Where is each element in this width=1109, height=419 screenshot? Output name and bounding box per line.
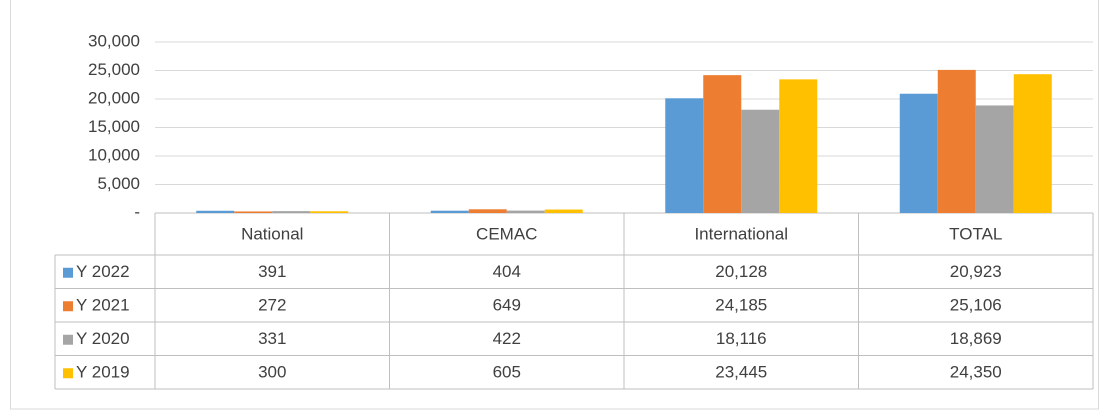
bar bbox=[506, 210, 545, 213]
legend-key bbox=[63, 267, 73, 278]
chart-border bbox=[10, 0, 1099, 410]
table-value: 300 bbox=[258, 363, 286, 382]
table-value: 404 bbox=[493, 262, 521, 281]
bar bbox=[937, 69, 976, 213]
table-value: 20,923 bbox=[950, 262, 1002, 281]
legend-label: Y 2019 bbox=[76, 363, 130, 382]
x-tick-label: CEMAC bbox=[476, 224, 537, 243]
bar bbox=[234, 211, 273, 213]
x-tick-label: TOTAL bbox=[949, 224, 1002, 243]
bar bbox=[544, 209, 583, 213]
table-value: 649 bbox=[493, 296, 521, 315]
table-value: 18,869 bbox=[950, 329, 1002, 348]
y-tick-label: 30,000 bbox=[88, 31, 140, 50]
y-tick-label: 20,000 bbox=[88, 88, 140, 107]
legend-key bbox=[63, 368, 73, 379]
legend-key bbox=[63, 334, 73, 345]
bar bbox=[741, 109, 780, 213]
table-value: 18,116 bbox=[716, 329, 767, 348]
table-value: 24,350 bbox=[950, 363, 1002, 382]
table-value: 23,445 bbox=[715, 363, 767, 382]
bar bbox=[703, 75, 742, 213]
table-value: 391 bbox=[258, 262, 286, 281]
bar bbox=[1013, 74, 1052, 213]
legend-label: Y 2022 bbox=[76, 262, 130, 281]
bar bbox=[430, 210, 469, 213]
y-tick-label: 5,000 bbox=[97, 174, 140, 193]
legend-label: Y 2021 bbox=[76, 296, 130, 315]
bar bbox=[196, 210, 235, 213]
x-tick-label: International bbox=[694, 224, 788, 243]
bar bbox=[272, 211, 311, 213]
x-tick-label: National bbox=[241, 224, 303, 243]
bar bbox=[665, 98, 704, 213]
table-value: 20,128 bbox=[715, 262, 767, 281]
y-tick-label: 10,000 bbox=[88, 145, 140, 164]
table-value: 422 bbox=[493, 329, 521, 348]
legend-label: Y 2020 bbox=[76, 329, 130, 348]
table-value: 24,185 bbox=[715, 296, 767, 315]
table-value: 25,106 bbox=[950, 296, 1002, 315]
legend-key bbox=[63, 301, 73, 312]
y-tick-label: - bbox=[134, 202, 140, 221]
bar bbox=[975, 105, 1014, 213]
table-value: 272 bbox=[258, 296, 286, 315]
y-tick-label: 15,000 bbox=[88, 117, 140, 136]
y-tick-label: 25,000 bbox=[88, 60, 140, 79]
table-value: 331 bbox=[258, 329, 286, 348]
bar bbox=[779, 79, 818, 214]
table-value: 605 bbox=[493, 363, 521, 382]
bar bbox=[310, 211, 349, 213]
bar bbox=[899, 93, 938, 213]
bar bbox=[468, 209, 507, 213]
